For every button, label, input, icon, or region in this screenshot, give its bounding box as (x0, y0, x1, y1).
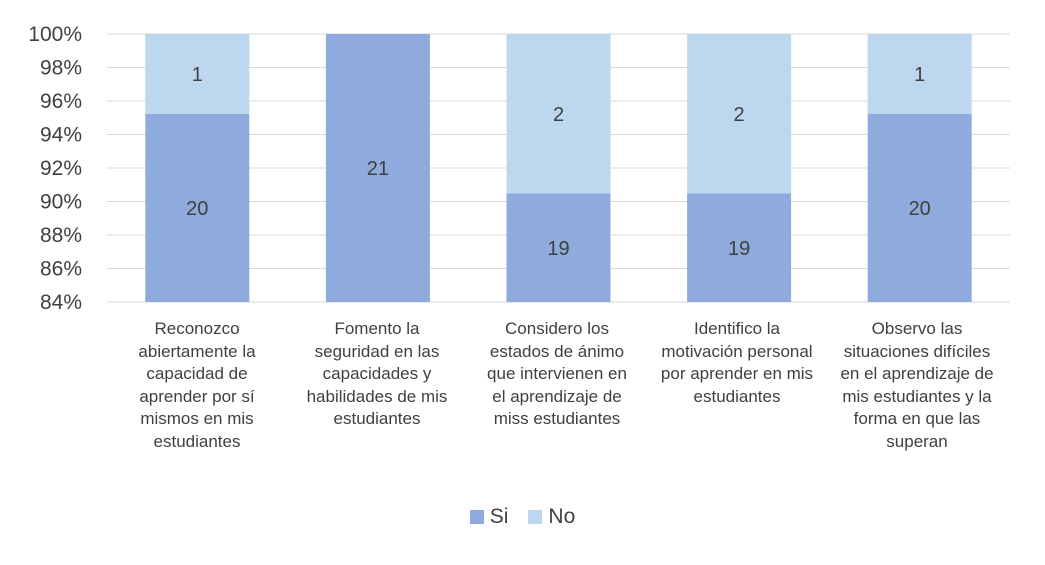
legend-label-si: Si (489, 505, 509, 528)
legend-entry-si: Si (469, 505, 509, 529)
legend-swatch-si (469, 510, 484, 524)
y-tick-label: 88% (40, 224, 82, 247)
category-label: Observo las situaciones difíciles en el … (840, 319, 994, 451)
bar-si (867, 113, 972, 302)
bar-si (506, 193, 611, 302)
data-label: 2 (734, 104, 745, 126)
data-label: 20 (186, 198, 208, 220)
data-label: 2 (553, 104, 564, 126)
data-label: 19 (547, 238, 569, 260)
legend-entry-no: No (528, 505, 575, 529)
data-label: 1 (192, 64, 203, 86)
y-tick-label: 94% (40, 124, 82, 147)
bar-si (325, 34, 430, 302)
y-tick-label: 100% (28, 23, 82, 46)
category-label: Reconozco abiertamente la capacidad de a… (138, 319, 256, 451)
category-label: Identifico la motivación personal por ap… (660, 319, 814, 406)
bar-no (506, 34, 611, 194)
data-label: 19 (728, 238, 750, 260)
bar-no (867, 34, 972, 114)
legend-swatch-no (528, 510, 543, 524)
bar-no (145, 34, 250, 114)
y-tick-label: 92% (40, 157, 82, 180)
data-label: 20 (909, 198, 931, 220)
y-tick-label: 96% (40, 90, 82, 113)
data-label: 21 (367, 158, 389, 180)
y-tick-label: 86% (40, 258, 82, 281)
bars (145, 34, 972, 302)
category-label: Fomento la seguridad en las capacidades … (306, 319, 448, 428)
y-tick-label: 84% (40, 291, 82, 314)
y-tick-label: 98% (40, 57, 82, 80)
category-label: Considero los estados de ánimo que inter… (487, 319, 627, 428)
bar-no (687, 34, 792, 194)
bar-si (687, 193, 792, 302)
legend-label-no: No (548, 505, 576, 528)
legend: Si No (0, 505, 1045, 529)
bar-si (145, 113, 250, 302)
y-axis: 84% 86% 88% 90% 92% 94% 96% 98% 100% (28, 23, 82, 314)
data-labels: 20 1 21 19 2 19 2 20 1 (186, 64, 931, 260)
y-tick-label: 90% (40, 191, 82, 214)
data-label: 1 (914, 64, 925, 86)
